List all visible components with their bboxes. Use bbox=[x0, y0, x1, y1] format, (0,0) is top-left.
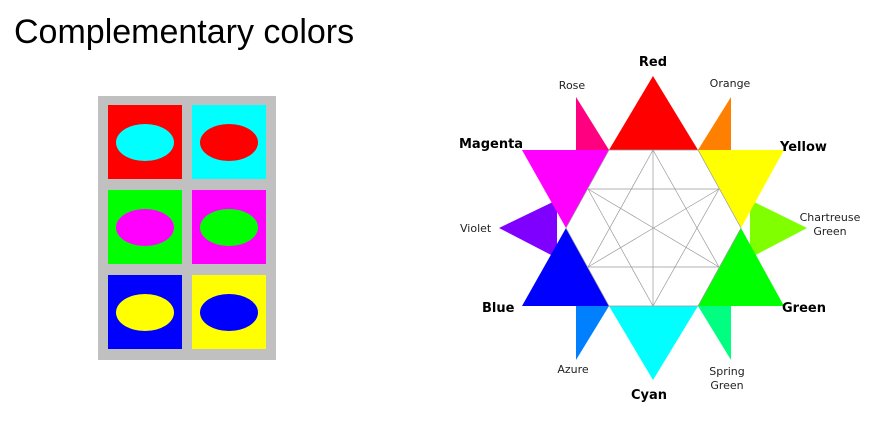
violet-triangle bbox=[499, 200, 557, 258]
label-green: Green bbox=[782, 301, 826, 316]
swatch-red-cyan bbox=[108, 105, 182, 179]
label-spring: Spring bbox=[709, 365, 745, 378]
inner-guide-lines bbox=[587, 149, 720, 307]
swatch-magenta-green bbox=[192, 190, 266, 264]
label-magenta: Magenta bbox=[459, 137, 523, 152]
swatch-ellipse bbox=[116, 294, 174, 331]
complementary-swatch-grid bbox=[98, 96, 276, 360]
blue-triangle bbox=[522, 228, 609, 306]
green-triangle bbox=[698, 228, 784, 306]
label-violet: Violet bbox=[460, 222, 492, 235]
swatch-ellipse bbox=[200, 124, 258, 161]
yellow-triangle bbox=[698, 150, 784, 228]
label-blue: Blue bbox=[482, 301, 515, 316]
label-azure: Azure bbox=[557, 363, 589, 376]
swatch-blue-yellow bbox=[108, 275, 182, 349]
page-title: Complementary colors bbox=[14, 13, 355, 51]
swatch-yellow-blue bbox=[192, 275, 266, 349]
label-yellow: Yellow bbox=[779, 140, 827, 155]
swatch-ellipse bbox=[200, 209, 258, 246]
label-chartreuse: Chartreuse bbox=[800, 211, 861, 224]
label-chartreuse-green: Green bbox=[813, 225, 846, 238]
swatch-ellipse bbox=[116, 209, 174, 246]
swatch-cyan-red bbox=[192, 105, 266, 179]
chartreuse-green-triangle bbox=[750, 200, 807, 258]
magenta-triangle bbox=[522, 150, 609, 228]
label-spring-green: Green bbox=[710, 379, 743, 392]
label-cyan: Cyan bbox=[631, 388, 667, 403]
red-triangle bbox=[609, 76, 698, 150]
swatch-green-magenta bbox=[108, 190, 182, 264]
label-red: Red bbox=[639, 55, 667, 70]
swatch-ellipse bbox=[116, 124, 174, 161]
label-rose: Rose bbox=[559, 79, 586, 92]
cyan-triangle bbox=[609, 306, 698, 380]
color-wheel-diagram: Red Yellow Green Cyan Blue Magenta Orang… bbox=[459, 55, 861, 403]
label-orange: Orange bbox=[710, 77, 751, 90]
swatch-ellipse bbox=[200, 294, 258, 331]
